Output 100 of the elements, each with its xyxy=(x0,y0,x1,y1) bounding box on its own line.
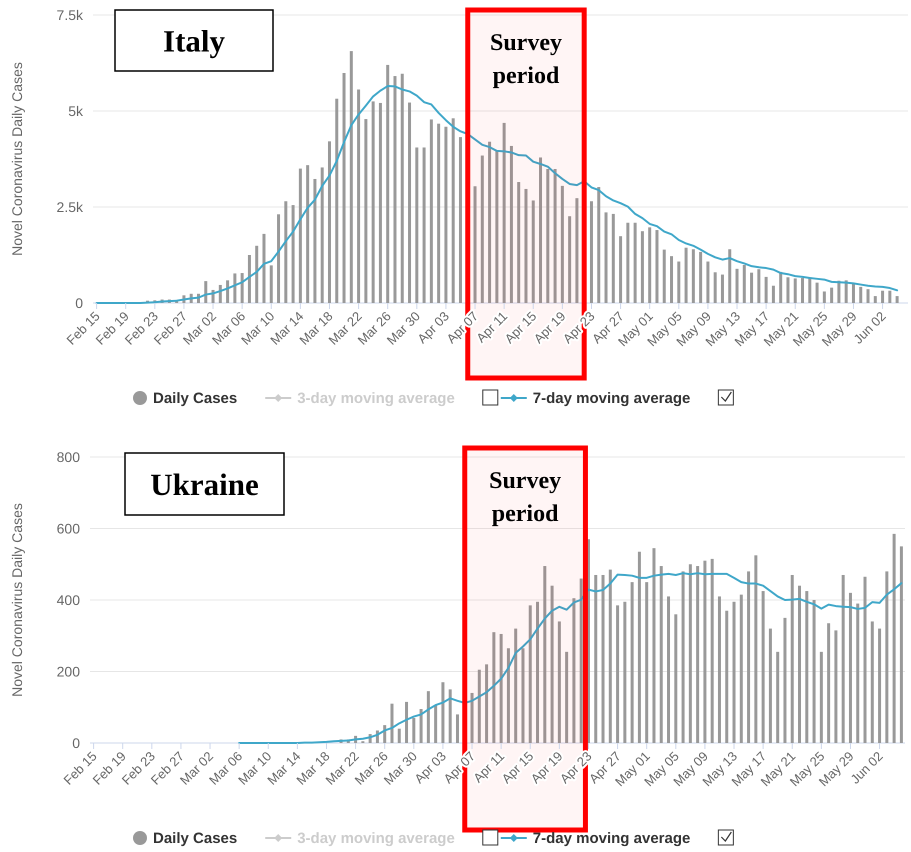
bar xyxy=(560,186,564,303)
bar xyxy=(640,231,644,303)
chart-title: Italy xyxy=(163,24,226,58)
bar xyxy=(546,168,550,303)
bar xyxy=(772,286,775,303)
bar xyxy=(762,591,765,743)
bar xyxy=(521,648,524,743)
bar xyxy=(645,582,648,743)
bar xyxy=(602,574,605,743)
bar xyxy=(255,246,258,303)
bar xyxy=(608,570,612,743)
bar xyxy=(400,74,404,303)
bar xyxy=(485,664,488,743)
bar xyxy=(398,728,401,743)
bar xyxy=(586,539,590,743)
bar xyxy=(492,632,496,743)
bar xyxy=(881,290,884,303)
bar xyxy=(415,147,418,303)
bar xyxy=(342,72,346,303)
y-tick-label: 400 xyxy=(56,592,80,608)
bar xyxy=(720,274,724,303)
bar xyxy=(444,126,448,303)
bar xyxy=(638,552,641,743)
bar xyxy=(328,141,331,303)
line-series xyxy=(238,572,902,744)
bar xyxy=(335,98,338,303)
bar xyxy=(510,146,513,303)
y-tick-label: 800 xyxy=(56,449,80,465)
bar xyxy=(776,652,780,743)
bar xyxy=(866,289,870,303)
bar xyxy=(441,682,444,743)
bar xyxy=(801,278,804,303)
bar xyxy=(590,201,593,303)
band-label: Survey period xyxy=(490,30,562,89)
bar xyxy=(543,566,546,743)
bar xyxy=(594,574,598,743)
bar xyxy=(798,586,802,743)
bar xyxy=(372,101,375,303)
bar xyxy=(885,571,888,743)
bar xyxy=(452,118,455,303)
bar xyxy=(714,272,717,303)
bar xyxy=(572,598,576,743)
bar xyxy=(834,630,838,743)
bar xyxy=(805,591,808,743)
bar xyxy=(750,272,754,303)
bar xyxy=(856,604,860,743)
band-label: Survey period xyxy=(489,468,562,527)
bar xyxy=(670,256,674,303)
bar xyxy=(420,709,423,743)
y-tick-label: 7.5k xyxy=(56,7,84,23)
bar xyxy=(248,255,251,303)
y-axis-title: Novel Coronavirus Daily Cases xyxy=(9,503,25,697)
y-tick-label: 0 xyxy=(72,735,80,751)
bar xyxy=(357,89,360,303)
bar xyxy=(393,76,396,303)
bar xyxy=(892,534,896,743)
bar xyxy=(495,151,498,303)
bar xyxy=(430,119,433,303)
bar xyxy=(822,291,826,303)
bar xyxy=(616,605,620,743)
bar xyxy=(488,142,492,303)
bar xyxy=(580,578,583,743)
bar xyxy=(852,283,855,303)
bar xyxy=(554,168,557,303)
bar xyxy=(500,634,503,743)
bar xyxy=(684,248,688,303)
bar xyxy=(696,566,700,743)
bar xyxy=(677,262,680,303)
y-tick-label: 2.5k xyxy=(56,199,84,215)
bar xyxy=(204,281,208,303)
bar xyxy=(827,623,830,743)
bar xyxy=(808,277,812,303)
bar xyxy=(502,122,506,303)
bar xyxy=(655,230,658,303)
bar xyxy=(842,574,845,743)
bar xyxy=(652,548,656,743)
y-tick-label: 200 xyxy=(56,664,80,680)
bar xyxy=(517,182,520,303)
bar xyxy=(878,628,882,743)
bar xyxy=(667,596,670,743)
bar xyxy=(262,234,266,303)
bar xyxy=(768,628,772,743)
bar xyxy=(870,621,874,743)
bar xyxy=(699,252,702,303)
chart-title: Ukraine xyxy=(150,467,259,502)
legend-label: 7-day moving average xyxy=(532,390,690,407)
bar xyxy=(674,614,678,743)
bar xyxy=(298,168,302,303)
bar xyxy=(408,102,412,303)
bar xyxy=(550,586,554,743)
bar xyxy=(568,216,572,303)
bar xyxy=(558,621,561,743)
bar xyxy=(597,187,600,303)
bar xyxy=(630,582,634,743)
bar xyxy=(706,262,710,303)
legend-label: 7-day moving average xyxy=(532,830,690,847)
bar xyxy=(412,718,416,743)
bar xyxy=(575,198,578,303)
bar xyxy=(390,704,394,743)
bar xyxy=(456,714,459,743)
